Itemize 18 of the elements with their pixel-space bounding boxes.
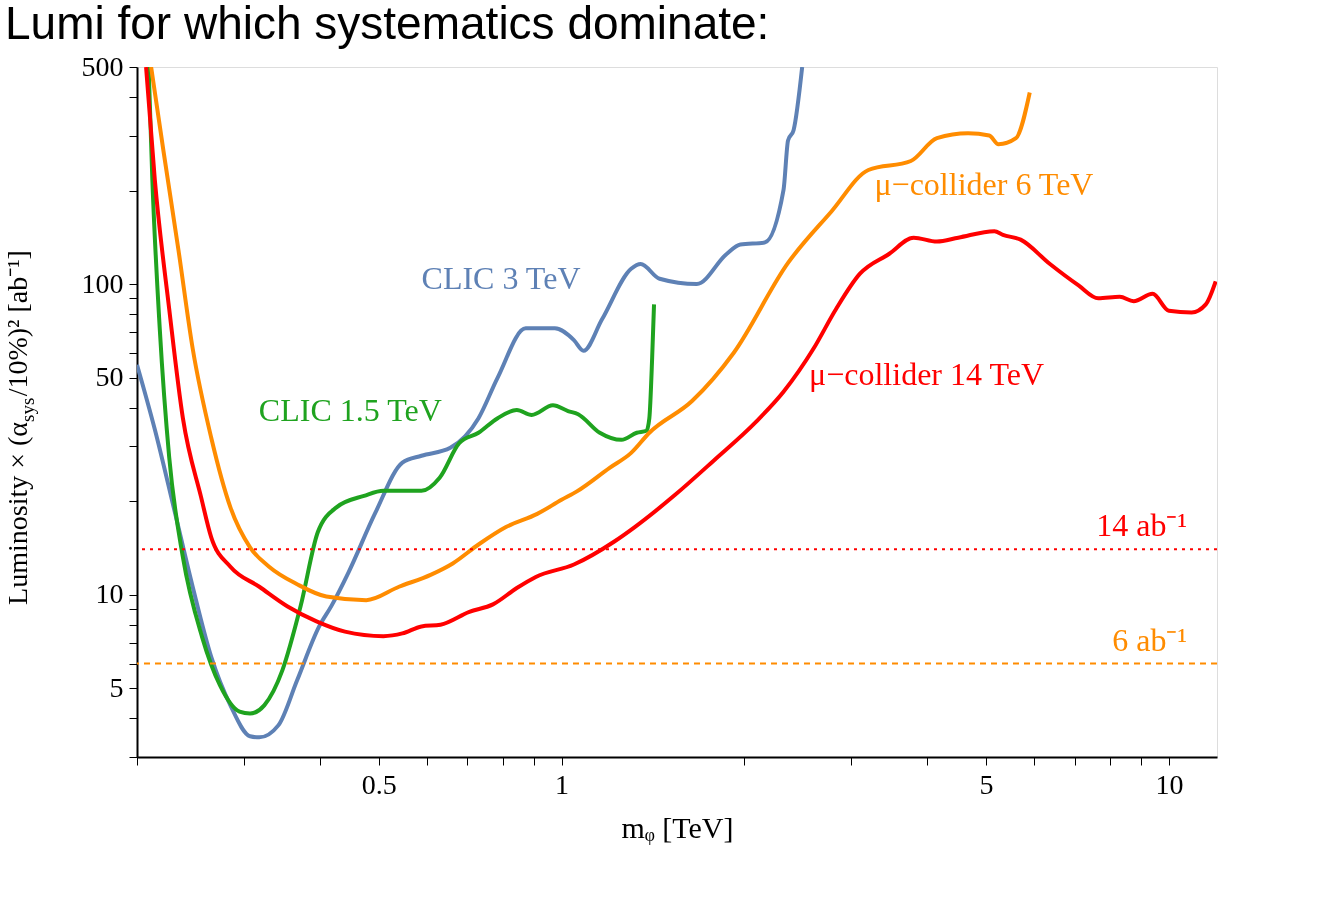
series-label: μ−collider 6 TeV bbox=[874, 165, 1094, 202]
y-tick-label: 100 bbox=[81, 267, 124, 299]
ref-line-label: 14 ab⁻¹ bbox=[1096, 507, 1187, 544]
x-tick-label: 0.5 bbox=[361, 768, 397, 800]
series-label: CLIC 1.5 TeV bbox=[258, 392, 442, 429]
x-axis-title: mᵩ [TeV] bbox=[621, 810, 734, 845]
y-tick-label: 500 bbox=[81, 50, 124, 82]
y-tick-label: 10 bbox=[95, 578, 124, 610]
y-tick-label: 5 bbox=[109, 671, 124, 703]
y-axis-title: Luminosity × (αsys/10%)² [ab⁻¹] bbox=[2, 250, 38, 605]
x-tick-label: 1 bbox=[555, 768, 570, 800]
y-tick-label: 50 bbox=[95, 361, 124, 393]
series-label: μ−collider 14 TeV bbox=[809, 355, 1045, 392]
x-tick-label: 5 bbox=[979, 768, 994, 800]
x-tick-label: 10 bbox=[1155, 768, 1184, 800]
series-label: CLIC 3 TeV bbox=[421, 259, 581, 296]
chart-title: Lumi for which systematics dominate: bbox=[5, 0, 770, 49]
ref-line-label: 6 ab⁻¹ bbox=[1112, 621, 1187, 658]
